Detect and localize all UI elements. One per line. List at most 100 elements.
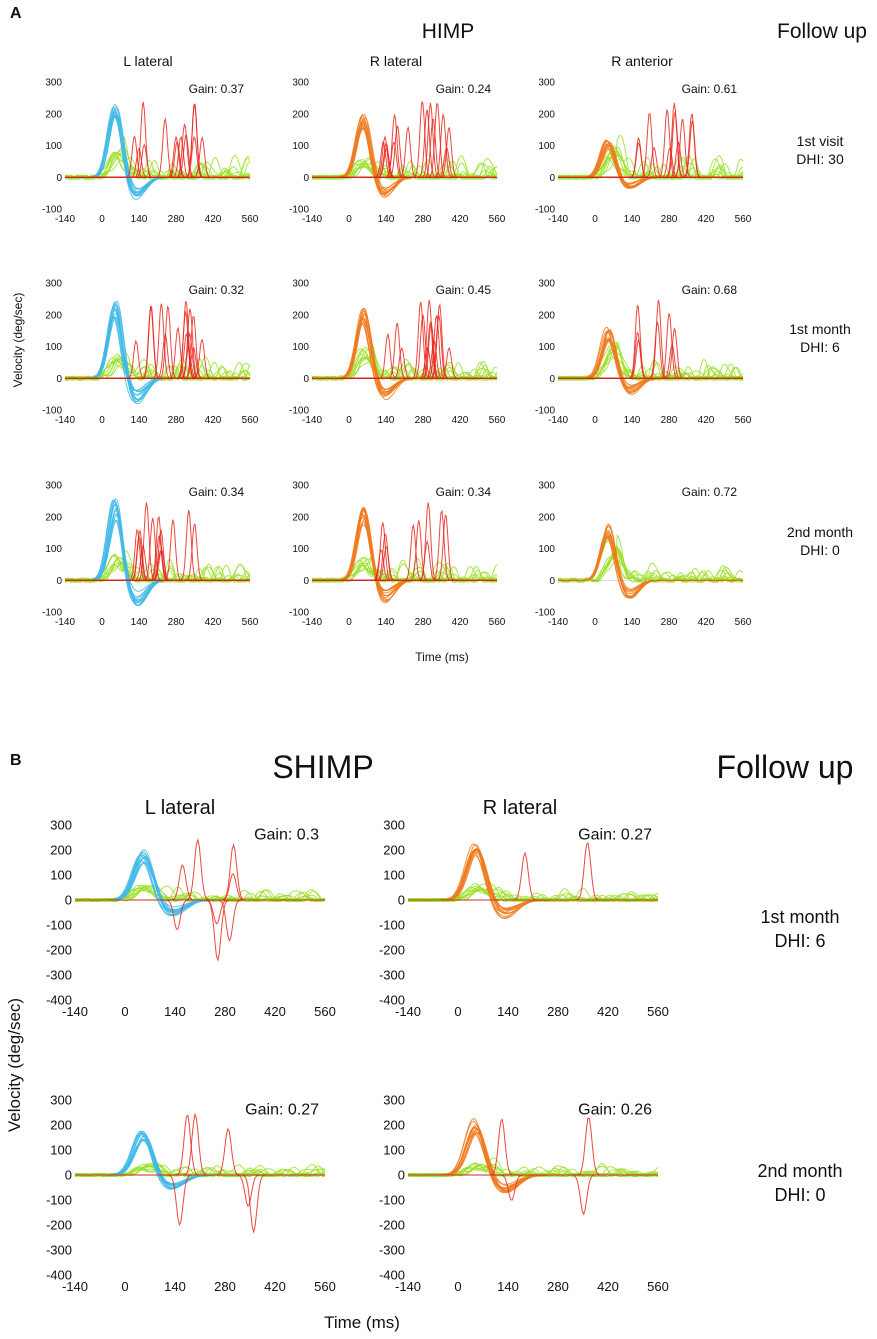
gain-label: Gain: 0.34 — [189, 485, 245, 499]
saccade-trace — [65, 117, 250, 178]
x-tick-label: 420 — [264, 1004, 286, 1019]
x-tick-label: -140 — [395, 1004, 421, 1019]
x-tick-label: 140 — [497, 1279, 519, 1294]
x-tick-label: 140 — [164, 1279, 186, 1294]
head-velocity-trace — [65, 116, 250, 197]
saccade-trace — [408, 1174, 658, 1216]
x-tick-label: 0 — [346, 214, 352, 225]
x-tick-label: 280 — [168, 415, 185, 426]
head-velocity-trace — [65, 114, 250, 195]
y-tick-label: 0 — [549, 173, 555, 184]
head-velocity-trace — [558, 336, 743, 394]
vhit-plot-a-r2-c0: 300 200 100 0 -100-140 0 140 280 420 560 Gain: 0.3… — [42, 481, 259, 629]
panel-a-letter: A — [10, 5, 22, 22]
saccade-trace — [312, 522, 497, 581]
head-velocity-trace — [65, 498, 250, 606]
head-velocity-trace — [408, 1131, 658, 1192]
saccade-trace — [312, 114, 497, 178]
vhit-plot-a-r0-c0: 300 200 100 0 -100-140 0 140 280 420 560 Gain: 0.3… — [42, 78, 259, 226]
x-tick-label: -140 — [302, 214, 322, 225]
saccade-trace — [408, 1117, 658, 1176]
y-tick-label: 200 — [292, 512, 309, 523]
head-velocity-trace — [312, 507, 497, 602]
saccade-trace — [312, 315, 497, 379]
y-tick-label: -100 — [535, 608, 555, 619]
saccade-trace — [408, 841, 658, 901]
saccade-trace — [408, 1174, 658, 1201]
x-tick-label: 560 — [242, 415, 259, 426]
head-velocity-trace — [75, 1134, 325, 1187]
saccade-trace — [558, 331, 743, 379]
vhit-plot-a-r1-c2: 300 200 100 0 -100-140 0 140 280 420 560 Gain: 0.6… — [535, 279, 752, 427]
x-tick-label: -140 — [302, 415, 322, 426]
head-velocity-trace — [75, 1138, 325, 1186]
x-tick-label: 0 — [346, 617, 352, 628]
head-velocity-trace — [75, 860, 325, 916]
x-tick-label: 420 — [452, 415, 469, 426]
y-tick-label: 300 — [292, 78, 309, 89]
x-tick-label: -140 — [395, 1279, 421, 1294]
panel-a-ylabel: Velocity (deg/sec) — [11, 293, 25, 388]
y-tick-label: 100 — [50, 1143, 72, 1158]
head-velocity-trace — [558, 534, 743, 599]
head-velocity-trace — [408, 1133, 658, 1190]
y-tick-label: 0 — [303, 173, 309, 184]
panel-a-col-title-0: L lateral — [123, 53, 172, 69]
x-tick-label: 560 — [489, 214, 506, 225]
x-tick-label: 280 — [214, 1004, 236, 1019]
y-tick-label: -100 — [535, 205, 555, 216]
saccade-trace — [75, 899, 325, 942]
head-velocity-trace — [312, 313, 497, 401]
head-velocity-trace — [75, 854, 325, 912]
saccade-trace — [312, 135, 497, 178]
gain-label: Gain: 0.61 — [682, 82, 738, 96]
y-tick-label: 200 — [383, 843, 405, 858]
y-tick-label: -200 — [379, 1218, 405, 1233]
head-velocity-trace — [312, 318, 497, 397]
gain-label: Gain: 0.3 — [254, 826, 319, 843]
x-tick-label: 0 — [454, 1279, 461, 1294]
gain-label: Gain: 0.24 — [436, 82, 492, 96]
head-velocity-trace — [408, 851, 658, 913]
y-tick-label: 200 — [292, 310, 309, 321]
head-velocity-trace — [408, 1130, 658, 1194]
y-tick-label: 300 — [45, 279, 62, 290]
x-tick-label: -140 — [55, 214, 75, 225]
head-velocity-trace — [75, 1132, 325, 1190]
y-tick-label: -300 — [379, 968, 405, 983]
y-tick-label: 200 — [50, 843, 72, 858]
head-velocity-trace — [65, 106, 250, 194]
head-velocity-trace — [408, 849, 658, 914]
head-velocity-trace — [65, 109, 250, 193]
y-tick-label: 200 — [538, 310, 555, 321]
x-tick-label: 0 — [99, 415, 105, 426]
head-velocity-trace — [408, 849, 658, 915]
y-tick-label: -100 — [42, 406, 62, 417]
x-tick-label: -140 — [548, 214, 568, 225]
saccade-trace — [65, 311, 250, 379]
head-velocity-trace — [65, 111, 250, 200]
x-tick-label: 420 — [698, 415, 715, 426]
panel-a-follow-up: Follow up — [777, 20, 867, 43]
saccade-trace — [312, 532, 497, 581]
x-tick-label: 420 — [264, 1279, 286, 1294]
head-velocity-trace — [65, 499, 250, 604]
y-tick-label: 200 — [292, 109, 309, 120]
gain-label: Gain: 0.45 — [436, 283, 492, 297]
y-tick-label: -100 — [535, 406, 555, 417]
panel-a-col-title-2: R anterior — [611, 53, 673, 69]
head-velocity-trace — [408, 1118, 658, 1190]
gain-label: Gain: 0.37 — [189, 82, 245, 96]
panel-b-xlabel: Time (ms) — [324, 1313, 400, 1332]
saccade-trace — [558, 327, 743, 379]
x-tick-label: 0 — [592, 214, 598, 225]
x-tick-label: 0 — [121, 1279, 128, 1294]
y-tick-label: -100 — [42, 205, 62, 216]
eye-velocity-trace — [311, 345, 498, 381]
saccade-trace — [312, 125, 497, 178]
vhit-plot-a-r1-c1: 300 200 100 0 -100-140 0 140 280 420 560 Gain: 0.4… — [289, 279, 506, 427]
y-tick-label: 100 — [50, 868, 72, 883]
y-tick-label: 100 — [292, 342, 309, 353]
x-tick-label: 280 — [547, 1004, 569, 1019]
x-tick-label: 280 — [415, 617, 432, 628]
